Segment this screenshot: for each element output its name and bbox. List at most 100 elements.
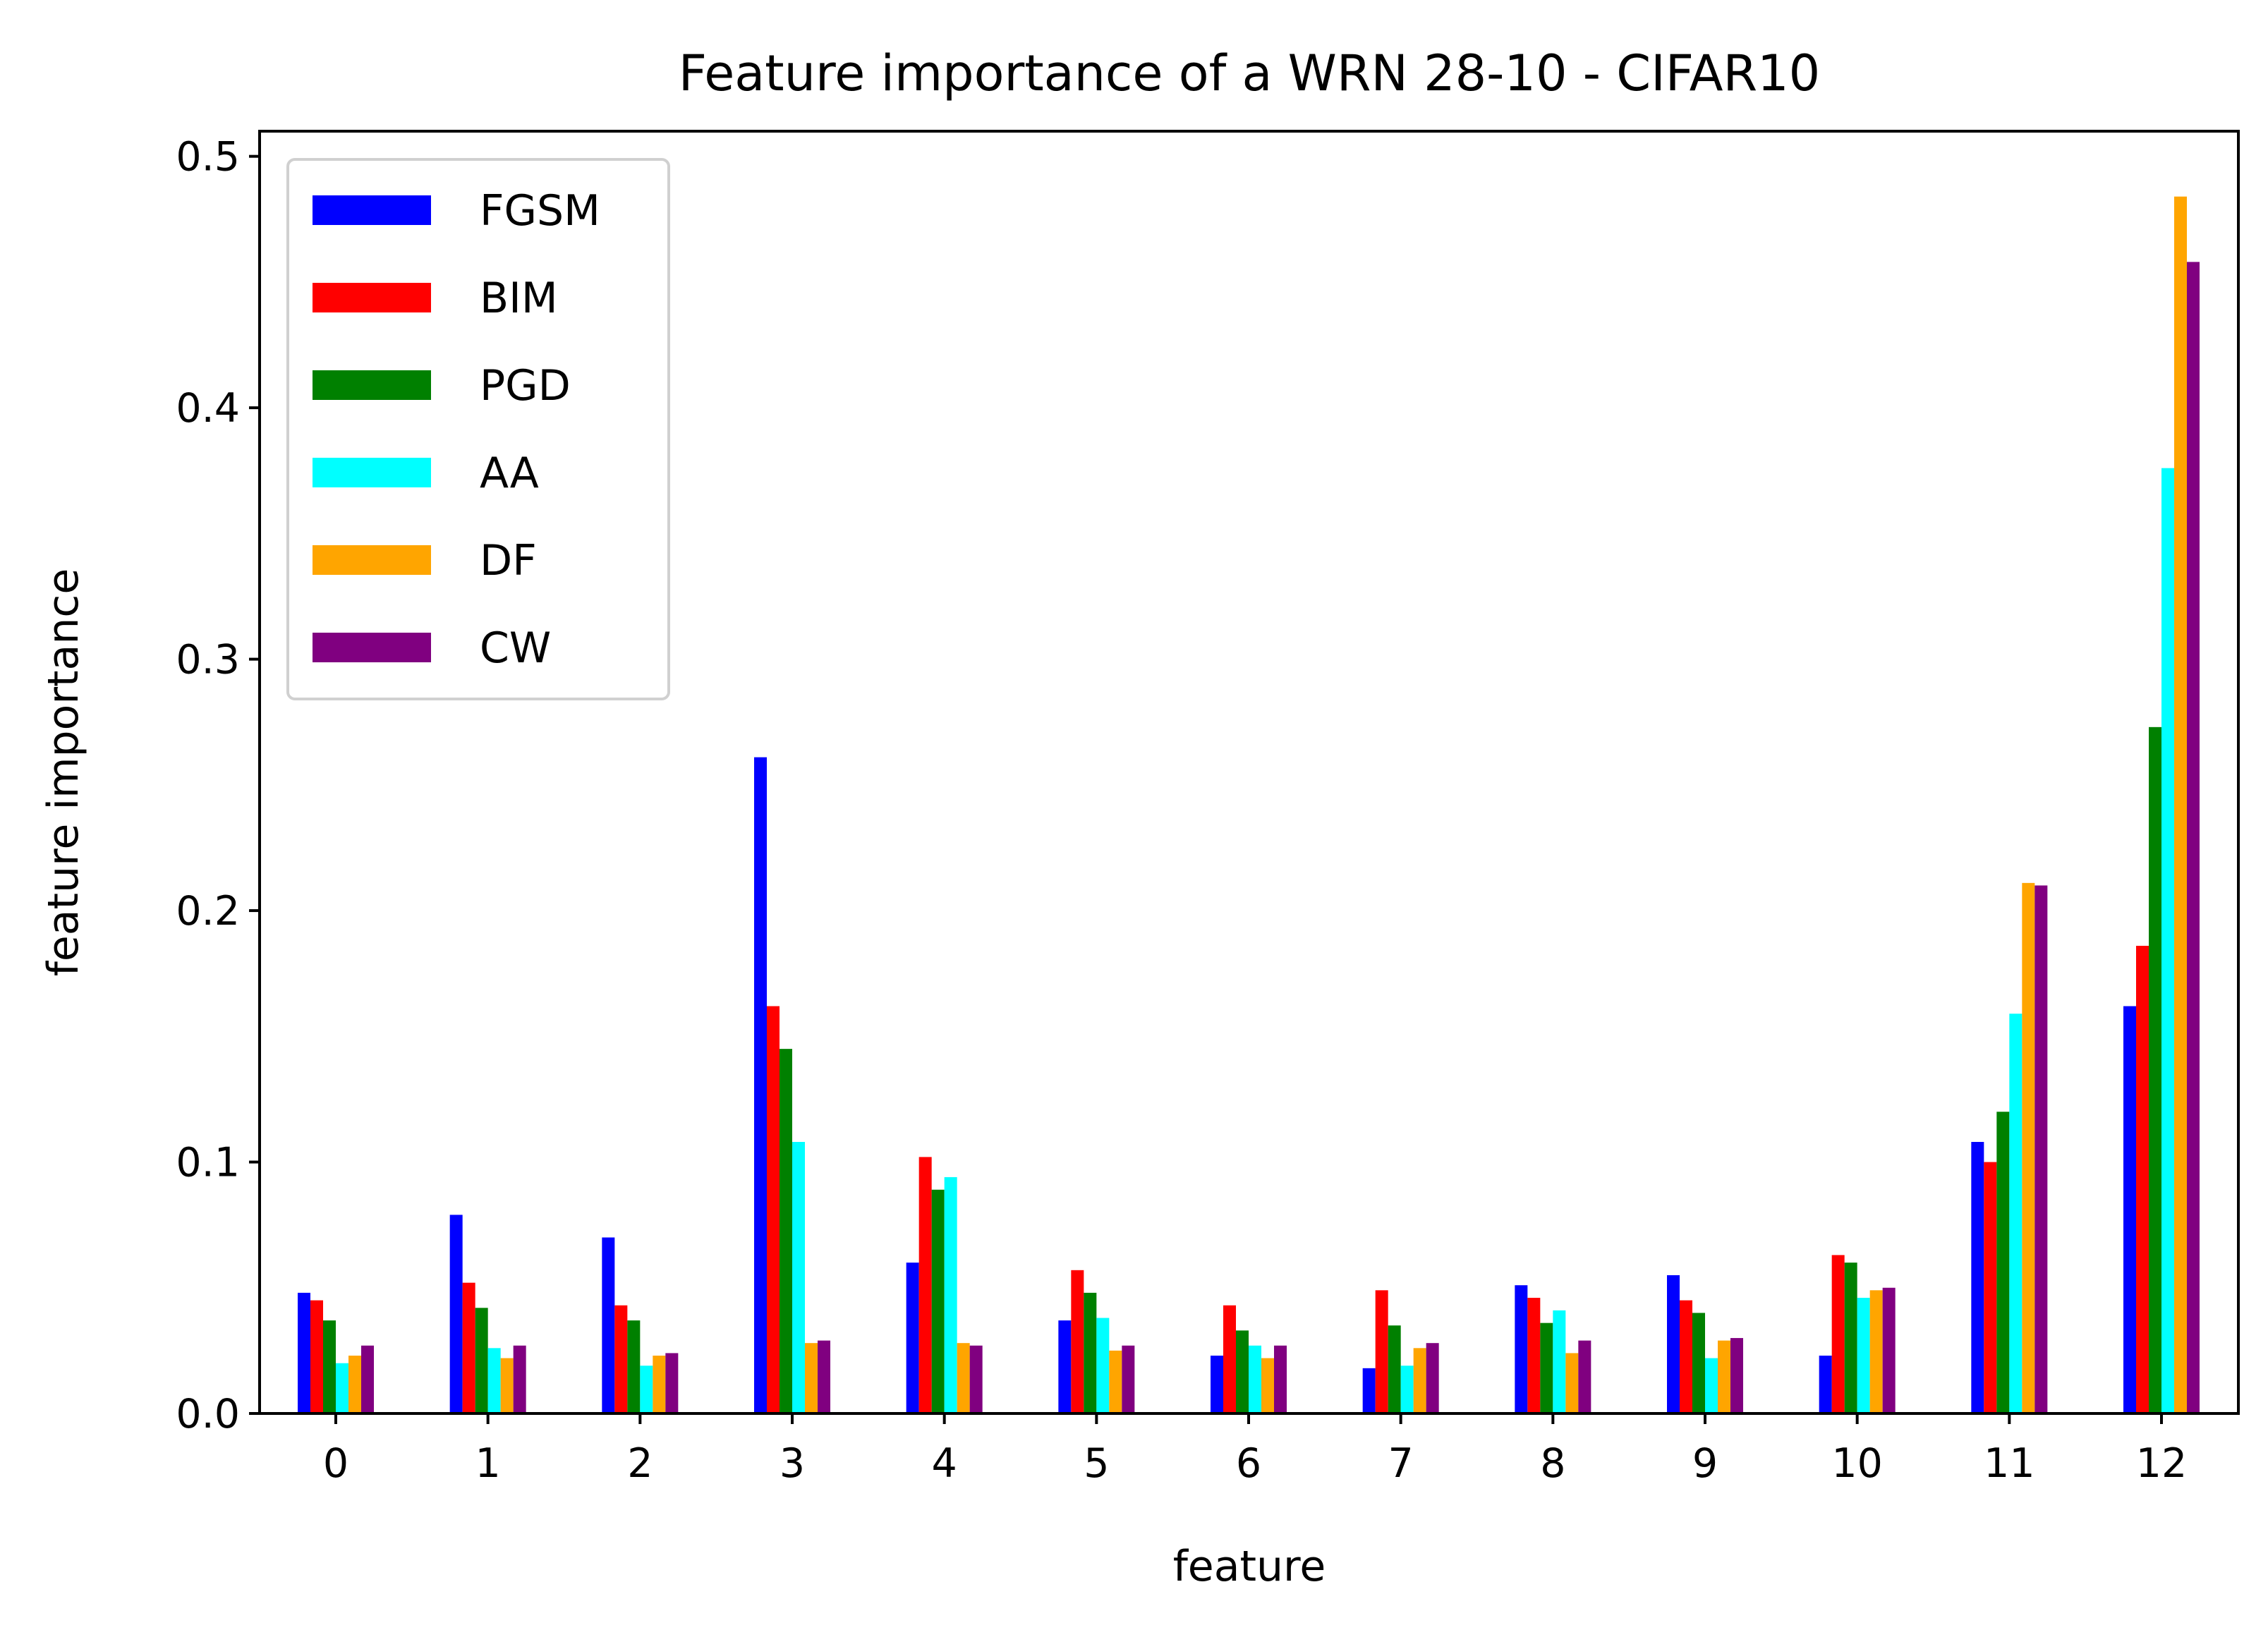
bar-pgd-8 (1540, 1322, 1553, 1413)
x-tick-label: 9 (1692, 1440, 1718, 1487)
bar-df-5 (1109, 1350, 1122, 1413)
bar-pgd-1 (475, 1308, 488, 1413)
bar-cw-1 (513, 1345, 526, 1413)
bar-fgsm-12 (2123, 1006, 2136, 1413)
legend-swatch-df (313, 545, 431, 575)
chart-title: Feature importance of a WRN 28-10 - CIFA… (679, 44, 1820, 102)
bar-pgd-7 (1388, 1325, 1401, 1413)
bar-cw-0 (361, 1345, 374, 1413)
bar-fgsm-5 (1058, 1320, 1072, 1413)
bar-df-9 (1718, 1340, 1730, 1413)
legend-label-aa: AA (480, 449, 539, 498)
bar-cw-10 (1882, 1287, 1896, 1413)
x-tick-label: 2 (627, 1440, 653, 1487)
bar-fgsm-2 (602, 1237, 615, 1413)
legend-label-bim: BIM (480, 274, 558, 323)
bar-df-2 (653, 1356, 666, 1413)
y-tick-label: 0.5 (176, 134, 240, 181)
bar-bim-5 (1071, 1270, 1084, 1413)
bar-cw-9 (1730, 1338, 1743, 1413)
legend-label-cw: CW (480, 624, 551, 673)
x-tick-label: 1 (475, 1440, 501, 1487)
bar-df-12 (2174, 196, 2187, 1413)
x-tick-label: 8 (1540, 1440, 1565, 1487)
legend-swatch-bim (313, 283, 431, 312)
bar-df-6 (1261, 1358, 1274, 1413)
bar-cw-12 (2187, 262, 2200, 1413)
bar-bim-12 (2136, 945, 2149, 1413)
bar-bim-1 (462, 1282, 475, 1413)
bar-bim-4 (918, 1157, 932, 1413)
bar-pgd-4 (931, 1189, 945, 1413)
plot-frame (258, 130, 2240, 1415)
bar-fgsm-3 (754, 757, 767, 1413)
bar-bim-11 (1984, 1162, 1997, 1413)
x-tick-label: 10 (1831, 1440, 1883, 1487)
legend: FGSM BIM PGD AA DF CW (286, 158, 670, 700)
bar-bim-2 (614, 1305, 628, 1413)
bar-df-11 (2022, 882, 2035, 1413)
bar-pgd-5 (1084, 1292, 1097, 1413)
bar-cw-7 (1426, 1343, 1439, 1413)
bar-pgd-10 (1844, 1263, 1857, 1413)
bar-fgsm-7 (1362, 1368, 1376, 1413)
legend-swatch-aa (313, 458, 431, 487)
bar-cw-11 (2034, 885, 2048, 1413)
bar-pgd-11 (1996, 1112, 2010, 1413)
bar-bim-3 (767, 1006, 780, 1413)
bar-fgsm-0 (298, 1292, 310, 1413)
legend-label-df: DF (480, 536, 537, 585)
bar-bim-10 (1831, 1255, 1845, 1413)
bars-group (298, 196, 2200, 1413)
legend-frame (286, 158, 670, 700)
bar-fgsm-1 (449, 1215, 463, 1413)
bar-pgd-6 (1236, 1330, 1249, 1413)
bar-aa-2 (640, 1366, 653, 1413)
bar-pgd-3 (780, 1049, 792, 1413)
x-tick-label: 4 (932, 1440, 957, 1487)
bar-aa-3 (792, 1142, 805, 1413)
x-tick-label: 5 (1084, 1440, 1109, 1487)
x-tick-label: 3 (780, 1440, 805, 1487)
x-tick-label: 7 (1388, 1440, 1414, 1487)
bar-df-7 (1413, 1348, 1426, 1413)
legend-label-pgd: PGD (480, 361, 571, 410)
bar-fgsm-6 (1211, 1356, 1223, 1413)
bar-bim-9 (1680, 1300, 1692, 1413)
bar-pgd-12 (2149, 726, 2161, 1413)
x-tick-label: 11 (1984, 1440, 2035, 1487)
bar-aa-12 (2161, 468, 2174, 1413)
bar-bim-7 (1375, 1290, 1388, 1413)
bar-cw-4 (969, 1345, 983, 1413)
bar-fgsm-4 (906, 1263, 919, 1413)
bar-aa-4 (944, 1176, 957, 1413)
bar-fgsm-9 (1667, 1275, 1680, 1413)
bar-df-0 (348, 1356, 361, 1413)
y-tick-label: 0.3 (176, 637, 240, 683)
bar-df-4 (957, 1343, 970, 1413)
bar-cw-8 (1578, 1340, 1591, 1413)
bar-aa-9 (1705, 1358, 1718, 1413)
y-axis-label: feature importance (39, 568, 88, 977)
bar-aa-1 (487, 1348, 501, 1413)
bar-df-8 (1565, 1353, 1579, 1413)
bar-aa-7 (1400, 1366, 1414, 1413)
bar-pgd-0 (323, 1320, 336, 1413)
bar-bim-8 (1527, 1298, 1541, 1413)
bar-cw-5 (1122, 1345, 1135, 1413)
bar-df-1 (500, 1358, 514, 1413)
y-axis-ticks: 0.0 0.1 0.2 0.3 0.4 0.5 (176, 134, 260, 1437)
y-tick-label: 0.2 (176, 888, 240, 935)
bar-pgd-2 (627, 1320, 641, 1413)
y-tick-label: 0.1 (176, 1140, 240, 1186)
legend-label-fgsm: FGSM (480, 186, 600, 236)
y-tick-label: 0.0 (176, 1391, 240, 1437)
legend-swatch-fgsm (313, 195, 431, 225)
bar-pgd-9 (1692, 1313, 1705, 1413)
x-axis-ticks: 0 1 2 3 4 5 6 7 8 9 10 11 12 (323, 1413, 2187, 1487)
bar-aa-10 (1857, 1298, 1870, 1413)
bar-bim-6 (1223, 1305, 1236, 1413)
bar-cw-3 (818, 1340, 830, 1413)
y-tick-label: 0.4 (176, 385, 240, 432)
